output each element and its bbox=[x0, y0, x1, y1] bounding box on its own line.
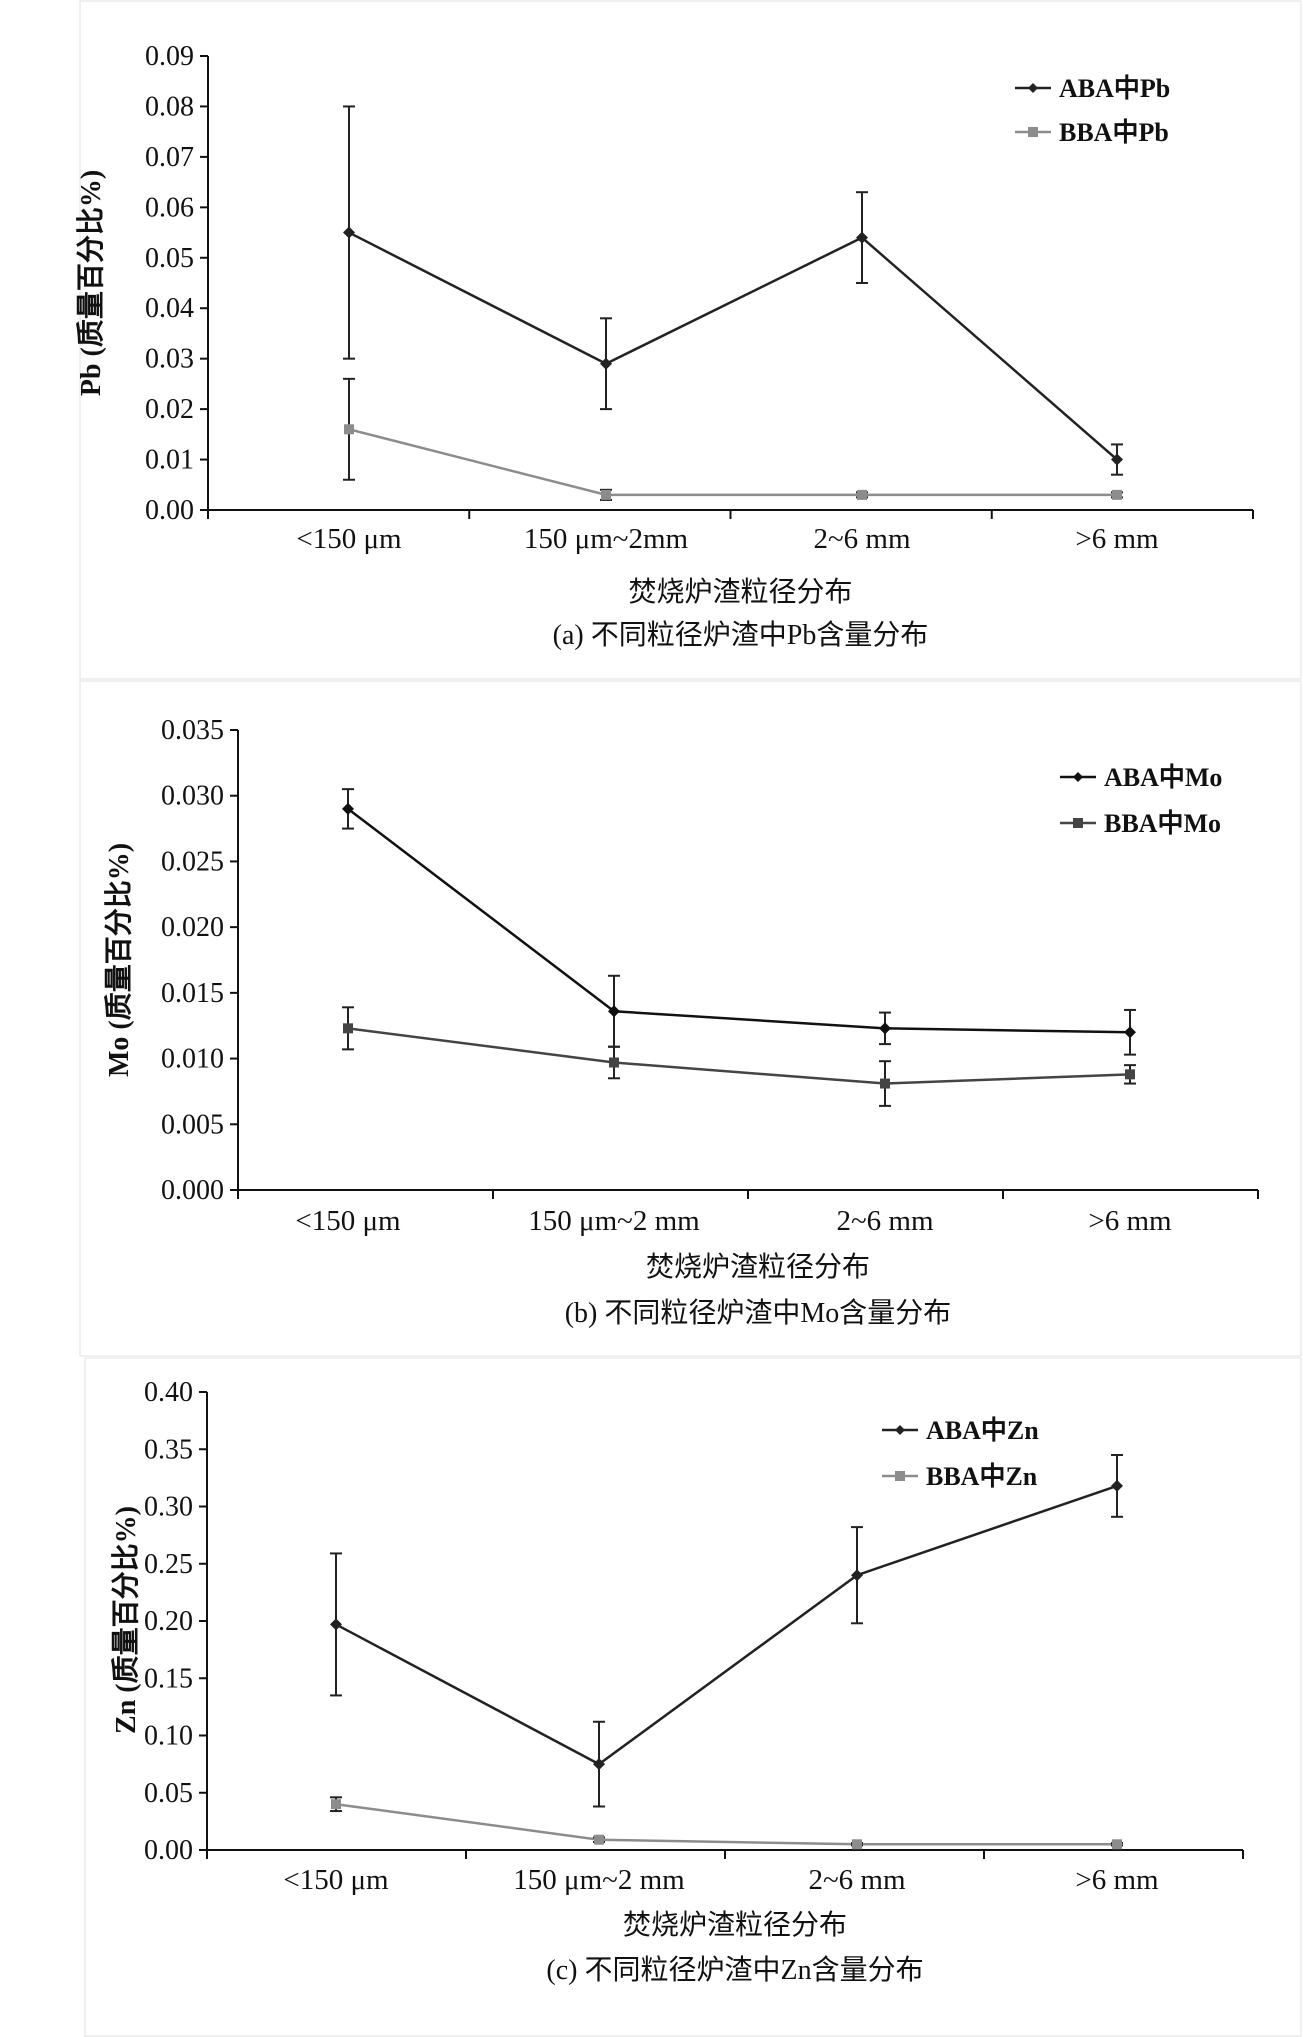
plot-frame bbox=[84, 1357, 1302, 2037]
y-tick-label: 0.010 bbox=[161, 1044, 224, 1075]
legend-marker bbox=[895, 1425, 905, 1435]
data-point bbox=[594, 1834, 604, 1845]
x-axis-title: 焚烧炉渣粒径分布 bbox=[628, 576, 852, 608]
y-tick-label: 0.10 bbox=[144, 1721, 193, 1752]
mo-chart: 0.000 0.005 0.010 0.015 0.020 0.025 0.030 0.035… bbox=[79, 680, 1302, 1357]
y-tick-label: 0.025 bbox=[161, 846, 224, 877]
data-point bbox=[343, 1023, 353, 1034]
x-tick-label: 2~6 mm bbox=[813, 523, 910, 555]
data-point bbox=[1125, 1069, 1135, 1080]
data-point bbox=[330, 1618, 342, 1631]
legend-marker bbox=[1073, 772, 1083, 782]
y-tick-label: 0.25 bbox=[144, 1549, 193, 1580]
data-point bbox=[879, 1022, 891, 1035]
legend-label: BBA中Pb bbox=[1059, 118, 1169, 147]
data-point bbox=[856, 231, 868, 244]
legend-label: BBA中Zn bbox=[926, 1462, 1038, 1491]
x-tick-label: <150 μm bbox=[283, 1864, 389, 1896]
x-tick-label: 2~6 mm bbox=[836, 1205, 933, 1237]
figure-caption: (c) 不同粒径炉渣中Zn含量分布 bbox=[546, 1954, 923, 1986]
data-point bbox=[600, 357, 612, 370]
data-point bbox=[851, 1569, 863, 1582]
data-point bbox=[608, 1005, 620, 1018]
series-line-1 bbox=[335, 1484, 1118, 1766]
data-point bbox=[343, 226, 355, 239]
data-point bbox=[342, 802, 354, 815]
legend-marker bbox=[895, 1471, 905, 1481]
legend-label: ABA中Pb bbox=[1059, 74, 1170, 103]
series-line-2 bbox=[348, 428, 1117, 497]
chart-panel-pb: 0.00 0.01 0.02 0.03 0.04 0.05 0.06 0.07 0.08 0.09… bbox=[0, 0, 1303, 680]
x-tick-label: 150 μm~2 mm bbox=[528, 1205, 700, 1237]
x-tick-label: >6 mm bbox=[1088, 1205, 1172, 1237]
figure-caption: (a) 不同粒径炉渣中Pb含量分布 bbox=[553, 619, 929, 651]
series-line-1 bbox=[348, 231, 1118, 461]
series-line-2 bbox=[335, 1802, 1117, 1846]
x-tick-label: 150 μm~2 mm bbox=[513, 1864, 685, 1896]
data-point bbox=[1124, 1026, 1136, 1039]
y-tick-label: 0.07 bbox=[145, 142, 194, 173]
x-axis-title: 焚烧炉渣粒径分布 bbox=[646, 1251, 870, 1283]
legend-label: BBA中Mo bbox=[1104, 809, 1221, 838]
x-tick-label: 150 μm~2mm bbox=[524, 523, 689, 555]
figure-caption: (b) 不同粒径炉渣中Mo含量分布 bbox=[565, 1297, 952, 1329]
y-axis-title: Pb (质量百分比%) bbox=[75, 170, 107, 396]
data-point bbox=[1111, 453, 1123, 466]
data-point bbox=[1112, 489, 1122, 500]
y-axis-title: Zn (质量百分比%) bbox=[110, 1506, 142, 1734]
chart-panel-zn: 0.00 0.05 0.10 0.15 0.20 0.25 0.30 0.35 0.40 <150… bbox=[0, 1357, 1303, 2037]
data-point bbox=[344, 424, 354, 435]
x-tick-label: <150 μm bbox=[296, 523, 402, 555]
legend-label: ABA中Mo bbox=[1104, 763, 1222, 792]
y-tick-label: 0.00 bbox=[144, 1835, 193, 1866]
data-point bbox=[1111, 1479, 1123, 1492]
y-tick-label: 0.35 bbox=[144, 1434, 193, 1465]
y-tick-label: 0.020 bbox=[161, 912, 224, 943]
x-axis-title: 焚烧炉渣粒径分布 bbox=[623, 1909, 847, 1941]
x-tick-label: 2~6 mm bbox=[808, 1864, 905, 1896]
data-point bbox=[593, 1758, 605, 1771]
y-tick-label: 0.03 bbox=[145, 344, 194, 375]
y-tick-label: 0.035 bbox=[161, 715, 224, 746]
legend-marker bbox=[1028, 127, 1038, 137]
x-tick-label: <150 μm bbox=[295, 1205, 401, 1237]
data-point bbox=[609, 1057, 619, 1068]
y-tick-label: 0.09 bbox=[145, 41, 194, 72]
y-tick-label: 0.05 bbox=[144, 1778, 193, 1809]
x-tick-label: >6 mm bbox=[1075, 1864, 1159, 1896]
y-tick-label: 0.20 bbox=[144, 1606, 193, 1637]
legend-marker bbox=[1073, 818, 1083, 828]
legend-marker bbox=[1028, 83, 1038, 93]
plot-frame bbox=[79, 680, 1302, 1357]
y-tick-label: 0.01 bbox=[145, 445, 194, 476]
y-tick-label: 0.00 bbox=[145, 495, 194, 526]
y-tick-label: 0.30 bbox=[144, 1492, 193, 1523]
y-tick-label: 0.005 bbox=[161, 1109, 224, 1140]
chart-panel-mo: 0.000 0.005 0.010 0.015 0.020 0.025 0.030 0.035… bbox=[0, 680, 1303, 1357]
y-tick-label: 0.05 bbox=[145, 243, 194, 274]
y-tick-label: 0.000 bbox=[161, 1175, 224, 1206]
y-tick-label: 0.02 bbox=[145, 394, 194, 425]
y-tick-label: 0.40 bbox=[144, 1377, 193, 1408]
legend-label: ABA中Zn bbox=[926, 1416, 1039, 1445]
data-point bbox=[601, 489, 611, 500]
y-tick-label: 0.015 bbox=[161, 978, 224, 1009]
data-point bbox=[857, 489, 867, 500]
y-tick-label: 0.06 bbox=[145, 192, 194, 223]
y-tick-label: 0.030 bbox=[161, 781, 224, 812]
data-point bbox=[880, 1078, 890, 1089]
x-tick-label: >6 mm bbox=[1075, 523, 1159, 555]
y-tick-label: 0.08 bbox=[145, 91, 194, 122]
series-line-1 bbox=[347, 807, 1131, 1034]
y-tick-label: 0.15 bbox=[144, 1663, 193, 1694]
y-axis-title: Mo (质量百分比%) bbox=[103, 843, 135, 1077]
pb-chart: 0.00 0.01 0.02 0.03 0.04 0.05 0.06 0.07 0.08 0.09… bbox=[75, 0, 1302, 680]
data-point bbox=[331, 1799, 341, 1810]
data-point bbox=[1112, 1839, 1122, 1850]
y-tick-label: 0.04 bbox=[145, 293, 194, 324]
plot-frame bbox=[79, 0, 1302, 680]
data-point bbox=[852, 1839, 862, 1850]
series-line-2 bbox=[347, 1027, 1131, 1085]
zn-chart: 0.00 0.05 0.10 0.15 0.20 0.25 0.30 0.35 0.40 <150… bbox=[84, 1357, 1302, 2037]
